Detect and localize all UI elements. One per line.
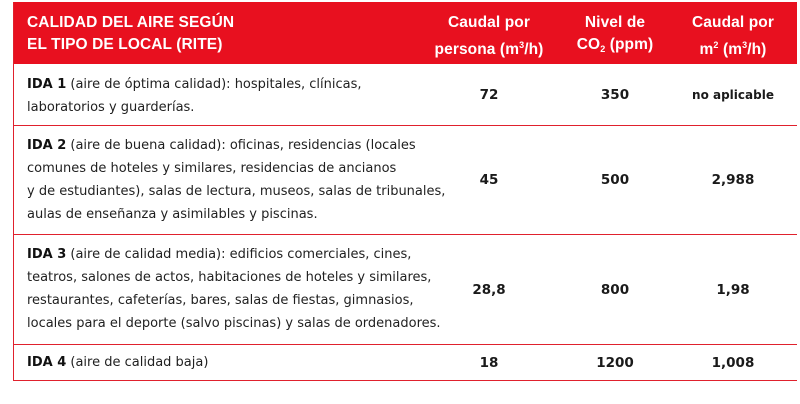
row-description: IDA 3 (aire de calidad media): edificios… (27, 243, 447, 335)
row-desc-line: restaurantes, cafeterías, bares, salas d… (27, 293, 414, 308)
table-row: IDA 2 (aire de buena calidad): oficinas,… (14, 126, 797, 235)
header-col3-text-a: m (699, 41, 714, 58)
flow-per-person-value: 72 (479, 86, 499, 103)
header-col3-line1: Caudal por (692, 14, 774, 31)
row-desc-line: IDA 4 (aire de calidad baja) (27, 351, 447, 374)
header-col1-line1: Caudal por (448, 14, 530, 31)
flow-per-m2-value: 2,988 (711, 172, 755, 188)
header-flow-per-m2: Caudal por m2 (m3/h) (670, 12, 796, 61)
flow-per-m2-value: 1,98 (716, 281, 750, 298)
row-label: IDA 1 (27, 77, 67, 92)
header-col2-text-a: CO (576, 36, 601, 53)
header-col1-sup: 3 (519, 40, 525, 50)
air-quality-table: CALIDAD DEL AIRE SEGÚN EL TIPO DE LOCAL … (13, 2, 797, 381)
co2-level-value: 500 (600, 172, 630, 188)
header-title-line2: EL TIPO DE LOCAL (RITE) (27, 36, 223, 53)
row-desc-line: locales para el deporte (salvo piscinas)… (27, 316, 441, 331)
header-col2-line1: Nivel de (584, 14, 646, 31)
header-col3-text-b: (m (718, 41, 743, 58)
co2-level-value: 800 (600, 281, 630, 298)
header-flow-per-person: Caudal por persona (m3/h) (418, 12, 560, 61)
row-label: IDA 3 (27, 247, 67, 262)
row-desc-text: (aire de calidad media): edificios comer… (66, 247, 412, 262)
flow-per-person-value: 28,8 (472, 281, 506, 298)
co2-level-value: 1200 (596, 354, 634, 371)
table-row: IDA 4 (aire de calidad baja) 18 1200 1,0… (14, 345, 797, 380)
header-col1-text-a: persona (m (434, 41, 520, 58)
header-title-line1: CALIDAD DEL AIRE SEGÚN (27, 14, 235, 31)
row-desc-line: IDA 2 (aire de buena calidad): oficinas,… (27, 134, 447, 157)
flow-per-person-value: 18 (479, 354, 499, 371)
row-desc-line: teatros, salones de actos, habitaciones … (27, 270, 432, 285)
table-header: CALIDAD DEL AIRE SEGÚN EL TIPO DE LOCAL … (14, 2, 797, 64)
row-description: IDA 4 (aire de calidad baja) (27, 351, 447, 374)
flow-per-m2-value: 1,008 (711, 354, 755, 371)
header-col3-line2: m2 (m3/h) (670, 34, 796, 61)
header-col3-text-c: /h) (747, 41, 767, 58)
row-desc-text: (aire de calidad baja) (66, 355, 209, 370)
header-col1-line2: persona (m3/h) (418, 34, 560, 61)
row-description: IDA 2 (aire de buena calidad): oficinas,… (27, 134, 447, 226)
row-desc-text: (aire de buena calidad): oficinas, resid… (66, 138, 416, 153)
header-col2-line2: CO2 (ppm) (560, 34, 670, 60)
header-col3-sup2: 3 (742, 40, 748, 50)
row-label: IDA 2 (27, 138, 67, 153)
row-desc-text: (aire de óptima calidad): hospitales, cl… (66, 77, 362, 92)
header-col1-text-b: /h) (524, 41, 544, 58)
header-col3-sup1: 2 (713, 40, 719, 50)
header-col2-text-b: (ppm) (605, 36, 654, 53)
row-label: IDA 4 (27, 355, 67, 370)
row-desc-line: laboratorios y guarderías. (27, 100, 195, 115)
row-desc-line: IDA 1 (aire de óptima calidad): hospital… (27, 73, 447, 96)
row-desc-line: comunes de hoteles y similares, residenc… (27, 161, 397, 176)
table-row: IDA 1 (aire de óptima calidad): hospital… (14, 64, 797, 126)
flow-per-person-value: 45 (479, 172, 499, 188)
row-description: IDA 1 (aire de óptima calidad): hospital… (27, 73, 447, 119)
co2-level-value: 350 (600, 86, 630, 103)
row-desc-line: y de estudiantes), salas de lectura, mus… (27, 184, 446, 199)
flow-per-m2-value: no aplicable (692, 87, 774, 102)
header-title: CALIDAD DEL AIRE SEGÚN EL TIPO DE LOCAL … (27, 12, 407, 56)
header-co2-level: Nivel de CO2 (ppm) (560, 12, 670, 60)
table-row: IDA 3 (aire de calidad media): edificios… (14, 235, 797, 345)
row-desc-line: IDA 3 (aire de calidad media): edificios… (27, 243, 447, 266)
header-col2-sub: 2 (600, 44, 606, 54)
row-desc-line: aulas de enseñanza y asimilables y pisci… (27, 207, 318, 222)
